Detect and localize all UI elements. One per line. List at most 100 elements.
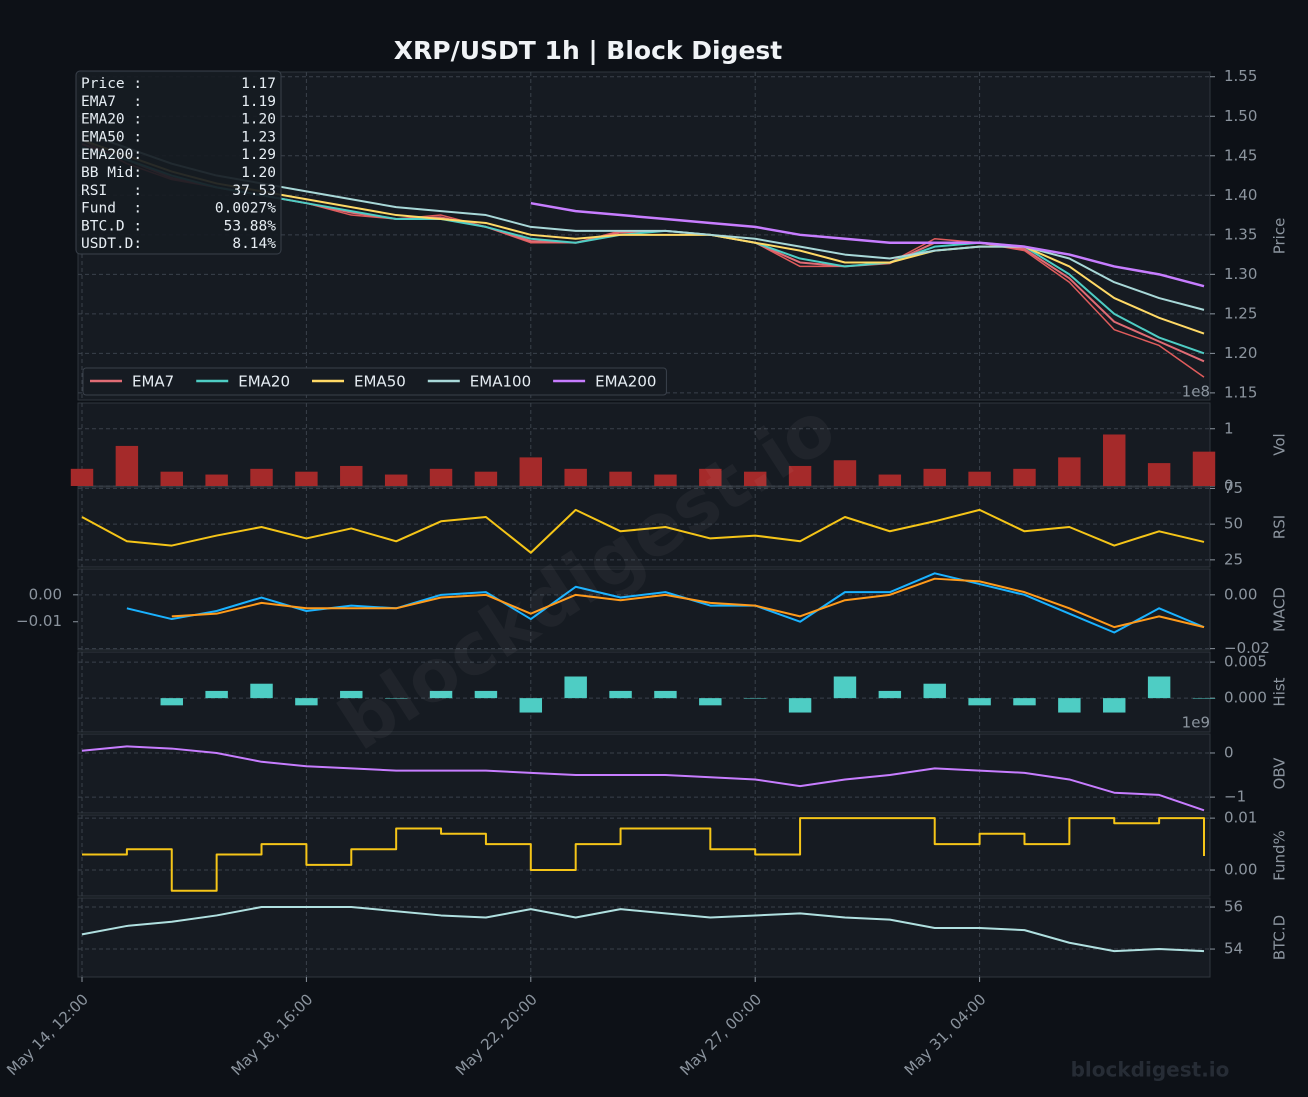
bar bbox=[609, 690, 632, 699]
bar bbox=[519, 457, 543, 486]
bar bbox=[1058, 457, 1081, 486]
y-tick-label: 1.25 bbox=[1224, 304, 1257, 322]
legend-box bbox=[82, 367, 667, 396]
legend: EMA7 EMA20 EMA50 EMA100 EMA200 bbox=[82, 367, 667, 396]
y-tick-label: 0.00 bbox=[1224, 585, 1257, 603]
y-axis-label: Vol bbox=[1271, 433, 1289, 455]
y-tick-label: 1.30 bbox=[1224, 265, 1257, 283]
bar bbox=[519, 698, 543, 713]
y-tick-label: 0.01 bbox=[1224, 809, 1257, 827]
y-tick-label: 1.20 bbox=[1224, 344, 1257, 362]
info-label: Price : bbox=[81, 76, 142, 92]
bar bbox=[699, 698, 722, 706]
line bbox=[81, 906, 1205, 953]
bar bbox=[295, 698, 318, 706]
bar bbox=[833, 676, 857, 699]
offset-text: 1e9 bbox=[1182, 714, 1210, 732]
bar bbox=[699, 468, 722, 486]
legend-label: EMA50 bbox=[354, 373, 406, 391]
y-tick-label: 0.005 bbox=[1224, 653, 1267, 671]
y-tick-label: 25 bbox=[1224, 550, 1243, 568]
legend-label: EMA100 bbox=[470, 373, 531, 391]
bar bbox=[474, 471, 498, 486]
panel bbox=[77, 486, 1211, 568]
bar bbox=[160, 471, 183, 486]
y-axis-label: BTC.D bbox=[1271, 915, 1289, 960]
bar bbox=[340, 690, 363, 699]
y-tick-label: 0.00 bbox=[29, 585, 62, 603]
y-tick-label: 1.45 bbox=[1224, 146, 1257, 164]
bar bbox=[1013, 468, 1036, 486]
bar bbox=[205, 690, 228, 699]
y-tick-label: −0.02 bbox=[1224, 639, 1270, 657]
bar bbox=[205, 474, 228, 486]
bar bbox=[878, 690, 902, 699]
y-axis-label: MACD bbox=[1271, 587, 1289, 632]
panel bbox=[77, 814, 1211, 897]
y-axis-label: Price bbox=[1271, 218, 1289, 255]
info-value: 1.19 bbox=[241, 94, 276, 110]
info-label: RSI : bbox=[81, 183, 142, 199]
info-box bbox=[75, 70, 282, 255]
info-label: EMA50 : bbox=[81, 129, 142, 145]
legend-label: EMA200 bbox=[595, 373, 656, 391]
y-tick-label: 1.50 bbox=[1224, 107, 1257, 125]
bar bbox=[340, 465, 363, 486]
line bbox=[81, 508, 1205, 554]
info-label: EMA20 : bbox=[81, 112, 142, 128]
bar bbox=[923, 468, 946, 486]
bar bbox=[788, 698, 812, 713]
bar bbox=[1103, 698, 1126, 713]
bar bbox=[833, 460, 857, 486]
y-tick-label: 54 bbox=[1224, 940, 1243, 958]
bar bbox=[788, 465, 812, 486]
bar bbox=[250, 468, 273, 486]
bar bbox=[115, 445, 139, 486]
info-value: 53.88% bbox=[224, 218, 277, 234]
bar bbox=[743, 471, 767, 486]
y-tick-label: 0.000 bbox=[1224, 689, 1267, 707]
offset-text: 1e8 bbox=[1182, 383, 1210, 401]
y-tick-label: 0 bbox=[1224, 743, 1234, 761]
info-label: BTC.D : bbox=[81, 218, 142, 234]
bar bbox=[429, 690, 453, 699]
y-axis-label: RSI bbox=[1271, 515, 1289, 539]
y-tick-label: 1.55 bbox=[1224, 67, 1257, 85]
y-tick-label: 50 bbox=[1224, 515, 1243, 533]
info-label: EMA200: bbox=[81, 147, 142, 163]
bar bbox=[429, 468, 453, 486]
bar bbox=[70, 468, 94, 486]
info-label: BB Mid: bbox=[81, 165, 142, 181]
info-value: 8.14% bbox=[232, 236, 276, 252]
legend-label: EMA7 bbox=[132, 373, 174, 391]
y-tick-label: 0.00 bbox=[1224, 861, 1257, 879]
info-value: 1.20 bbox=[241, 165, 276, 181]
bar bbox=[654, 474, 677, 486]
info-value: 1.17 bbox=[241, 76, 276, 92]
line bbox=[530, 201, 1205, 288]
y-tick-label: 1.40 bbox=[1224, 186, 1257, 204]
y-tick-label: 1.35 bbox=[1224, 225, 1257, 243]
bar bbox=[474, 690, 498, 699]
y-tick-label: −1 bbox=[1224, 788, 1246, 806]
y-tick-label: −0.01 bbox=[16, 612, 62, 630]
y-tick-label: 75 bbox=[1224, 479, 1243, 497]
info-value: 1.20 bbox=[241, 112, 276, 128]
y-tick-label: 1.15 bbox=[1224, 383, 1257, 401]
bar bbox=[564, 468, 587, 486]
bar bbox=[1103, 434, 1126, 486]
panel bbox=[77, 568, 1211, 651]
info-label: EMA7 : bbox=[81, 94, 142, 110]
bar bbox=[968, 471, 991, 486]
panel bbox=[77, 733, 1211, 814]
footer: blockdigest.io bbox=[1071, 1058, 1230, 1082]
y-axis-label: OBV bbox=[1271, 757, 1289, 790]
info-label: Fund : bbox=[81, 201, 142, 217]
legend-label: EMA20 bbox=[238, 373, 290, 391]
bar bbox=[1147, 463, 1171, 486]
bar bbox=[878, 474, 902, 486]
info-label: USDT.D: bbox=[81, 236, 142, 252]
bar bbox=[654, 690, 677, 699]
info-value: 1.23 bbox=[241, 129, 276, 145]
